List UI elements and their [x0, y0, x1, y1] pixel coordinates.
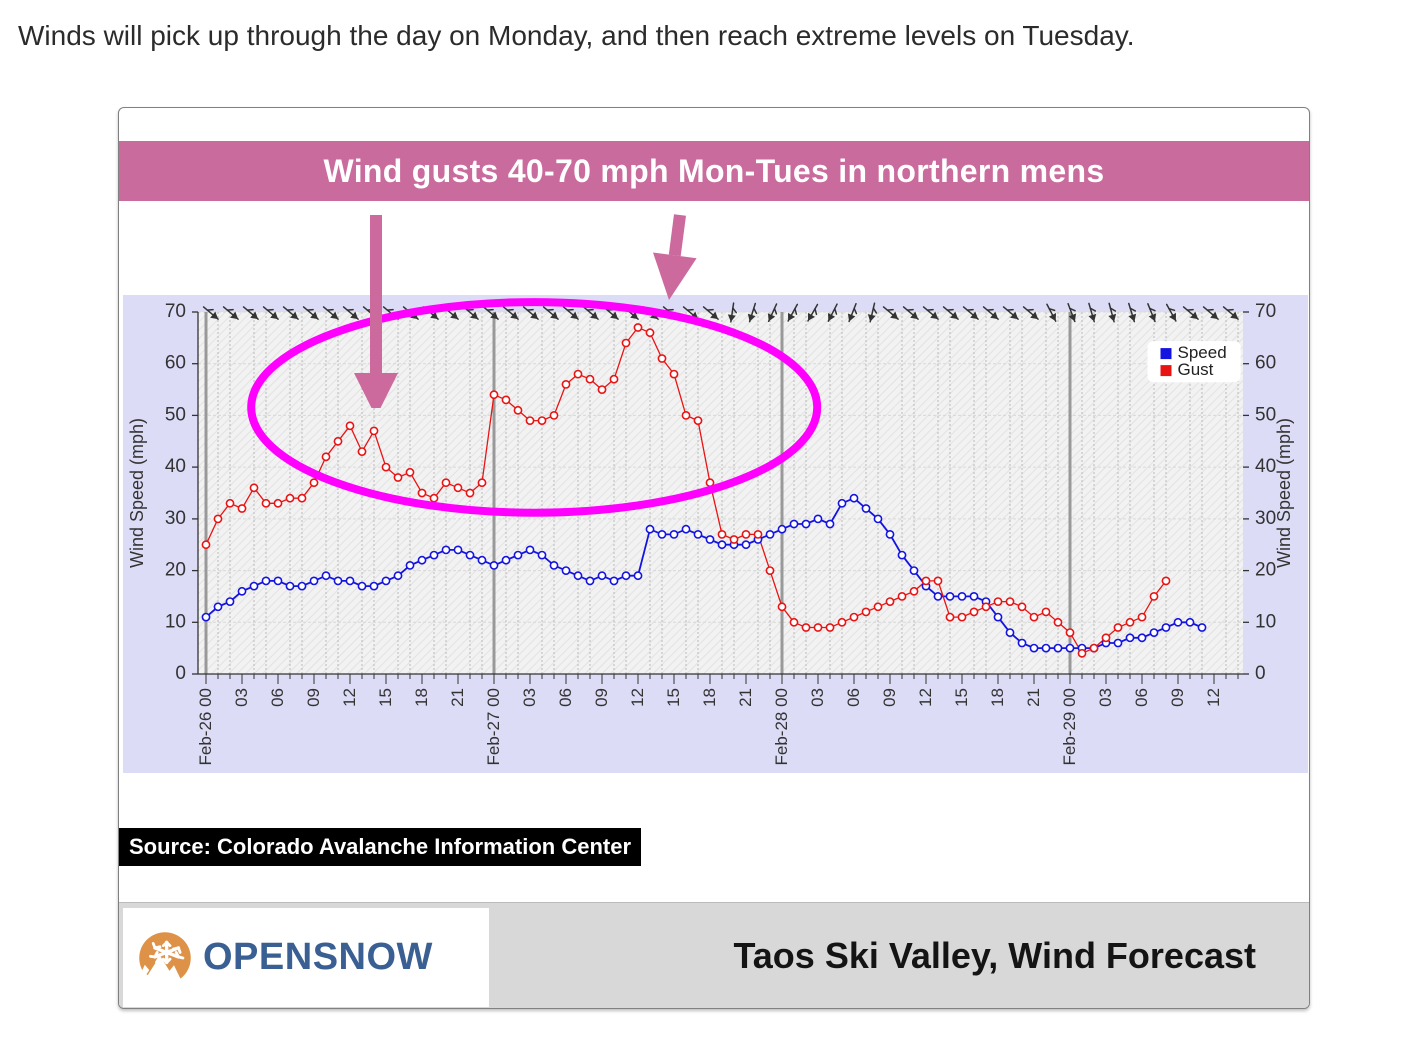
svg-text:30: 30: [1255, 508, 1276, 529]
svg-text:18: 18: [412, 688, 431, 707]
svg-text:Feb-26 00: Feb-26 00: [196, 688, 215, 766]
svg-text:06: 06: [268, 688, 287, 707]
svg-text:60: 60: [1255, 353, 1276, 374]
svg-text:20: 20: [165, 560, 186, 581]
svg-text:06: 06: [1132, 688, 1151, 707]
svg-text:Wind Speed (mph): Wind Speed (mph): [1274, 418, 1294, 568]
svg-text:30: 30: [165, 508, 186, 529]
svg-text:12: 12: [628, 688, 647, 707]
svg-text:10: 10: [1255, 611, 1276, 632]
svg-text:Feb-29 00: Feb-29 00: [1060, 688, 1079, 766]
svg-text:18: 18: [700, 688, 719, 707]
svg-text:40: 40: [165, 456, 186, 477]
svg-text:03: 03: [520, 688, 539, 707]
svg-text:0: 0: [1255, 663, 1266, 684]
svg-text:Wind Speed (mph): Wind Speed (mph): [127, 418, 147, 568]
svg-text:09: 09: [880, 688, 899, 707]
svg-text:12: 12: [1204, 688, 1223, 707]
svg-text:09: 09: [304, 688, 323, 707]
svg-text:21: 21: [736, 688, 755, 707]
svg-text:03: 03: [232, 688, 251, 707]
svg-text:15: 15: [664, 688, 683, 707]
svg-text:15: 15: [952, 688, 971, 707]
svg-text:40: 40: [1255, 456, 1276, 477]
svg-text:09: 09: [592, 688, 611, 707]
svg-text:50: 50: [165, 404, 186, 425]
svg-text:06: 06: [844, 688, 863, 707]
svg-text:20: 20: [1255, 560, 1276, 581]
svg-text:15: 15: [376, 688, 395, 707]
svg-text:12: 12: [916, 688, 935, 707]
svg-text:21: 21: [1024, 688, 1043, 707]
svg-text:03: 03: [1096, 688, 1115, 707]
svg-text:12: 12: [340, 688, 359, 707]
svg-text:03: 03: [808, 688, 827, 707]
svg-text:70: 70: [1255, 301, 1276, 322]
svg-text:18: 18: [988, 688, 1007, 707]
svg-text:Feb-28 00: Feb-28 00: [772, 688, 791, 766]
svg-text:60: 60: [165, 353, 186, 374]
svg-text:70: 70: [165, 301, 186, 322]
svg-text:06: 06: [556, 688, 575, 707]
svg-text:50: 50: [1255, 404, 1276, 425]
svg-text:Feb-27 00: Feb-27 00: [484, 688, 503, 766]
svg-text:Gust: Gust: [1178, 360, 1214, 379]
svg-text:21: 21: [448, 688, 467, 707]
svg-text:09: 09: [1168, 688, 1187, 707]
svg-text:10: 10: [165, 611, 186, 632]
svg-text:0: 0: [175, 663, 186, 684]
